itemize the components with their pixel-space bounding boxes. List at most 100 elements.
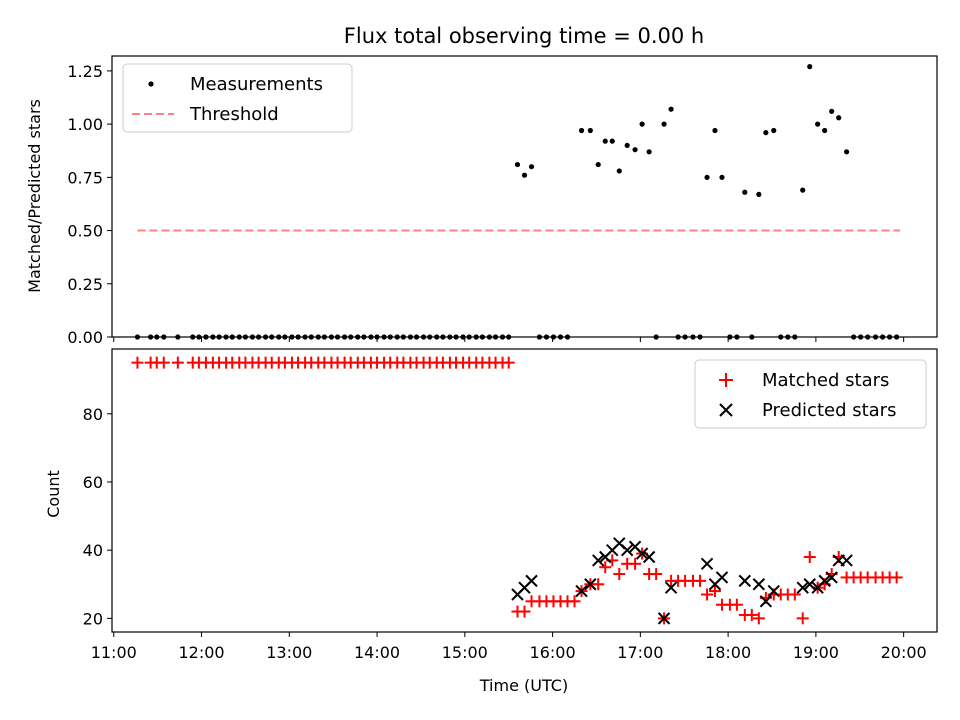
measurement-point <box>844 149 850 155</box>
matched-star-point <box>745 608 758 621</box>
predicted-star-point <box>642 550 656 564</box>
matched-star-point <box>730 598 743 611</box>
matched-star-point <box>650 568 663 581</box>
predicted-star-point <box>759 595 773 608</box>
top-y-tick-label: 0.75 <box>67 168 103 187</box>
measurement-point <box>624 142 630 149</box>
measurement-point <box>616 168 622 174</box>
measurement-point <box>712 127 718 134</box>
measurement-point <box>836 115 842 121</box>
bottom-x-ticks: 11:00 12:00 13:00 14:00 15:00 16:00 17:00 18:00… <box>91 632 927 662</box>
predicted-star-point <box>592 554 605 567</box>
measurement-point <box>800 187 806 193</box>
x-tick-label: 16:00 <box>530 643 576 662</box>
predicted-star-point <box>700 557 714 571</box>
matched-star-point <box>599 561 612 574</box>
matched-star-point <box>629 557 642 570</box>
bottom-legend-box <box>694 359 927 429</box>
predicted-star-point <box>715 571 729 584</box>
legend-matched-label: Matched stars <box>762 370 889 391</box>
top-y-tick-label: 0.00 <box>67 328 103 347</box>
measurement-point <box>719 174 725 180</box>
legend-predicted-marker <box>719 403 733 417</box>
measurement-point <box>756 191 762 197</box>
top-y-tick-label: 0.25 <box>67 275 103 294</box>
measurement-point <box>829 108 835 114</box>
measurement-point <box>587 127 593 134</box>
measurement-point <box>661 121 667 127</box>
matched-star-point <box>502 356 515 369</box>
predicted-star-point <box>657 612 671 625</box>
x-axis-label: Time (UTC) <box>479 676 568 695</box>
measurement-point <box>771 127 777 134</box>
top-legend: Measurements Threshold <box>122 63 353 133</box>
matched-star-point <box>613 568 626 581</box>
bottom-y-ticks: 20 40 60 80 <box>83 405 112 628</box>
top-y-axis-label: Matched/Predicted stars <box>25 99 44 293</box>
matched-star-point <box>131 356 144 369</box>
measurement-point <box>632 147 638 153</box>
x-tick-label: 15:00 <box>442 643 488 662</box>
x-tick-label: 14:00 <box>354 643 400 662</box>
legend-threshold-label: Threshold <box>189 104 279 125</box>
x-tick-label: 13:00 <box>266 643 312 662</box>
bottom-axes-frame <box>111 348 938 633</box>
matched-star-point <box>518 605 531 618</box>
matched-star-point <box>171 356 184 369</box>
chart-title: Flux total observing time = 0.00 h <box>344 24 704 48</box>
matched-star-point <box>752 612 765 625</box>
bottom-legend: Matched stars Predicted stars <box>694 359 927 429</box>
measurement-point <box>595 161 601 168</box>
measurement-point <box>609 138 615 144</box>
x-tick-label: 11:00 <box>91 643 137 662</box>
bottom-y-tick-label: 20 <box>83 609 103 628</box>
measurement-point <box>822 127 828 134</box>
bottom-series-layer <box>131 356 903 625</box>
predicted-star-point <box>664 581 678 594</box>
predicted-star-point <box>825 571 838 584</box>
legend-matched-marker <box>719 373 733 387</box>
top-y-tick-label: 1.00 <box>67 115 103 134</box>
predicted-star-point <box>584 578 597 591</box>
top-axes-frame <box>111 55 938 338</box>
legend-measurements-marker <box>148 81 154 87</box>
measurement-point <box>668 106 674 112</box>
predicted-star-point <box>818 574 831 588</box>
matched-star-point <box>694 574 707 587</box>
x-tick-label: 12:00 <box>178 643 224 662</box>
measurement-point <box>763 130 769 136</box>
predicted-star-point <box>840 554 853 567</box>
predicted-star-point <box>525 574 538 588</box>
legend-predicted-label: Predicted stars <box>762 400 896 421</box>
matched-star-point <box>701 588 714 601</box>
predicted-star-point <box>796 581 809 594</box>
predicted-star-point <box>635 547 649 560</box>
measurement-point <box>704 174 710 180</box>
matched-star-point <box>890 571 903 584</box>
x-tick-label: 17:00 <box>617 643 663 662</box>
predicted-star-point <box>738 574 751 588</box>
matched-star-point <box>788 588 801 601</box>
measurement-point <box>602 138 608 144</box>
matched-star-point <box>708 585 721 598</box>
predicted-star-point <box>803 578 816 591</box>
x-tick-label: 20:00 <box>881 643 927 662</box>
top-panel: Flux total observing time = 0.00 h Match… <box>25 24 938 347</box>
x-tick-label: 19:00 <box>793 643 839 662</box>
matched-star-point <box>796 612 809 625</box>
predicted-star-point <box>620 543 634 557</box>
matched-star-point <box>157 356 170 369</box>
top-y-ticks: 0.00 0.25 0.50 0.75 1.00 1.25 <box>67 62 112 347</box>
top-y-tick-label: 1.25 <box>67 62 103 81</box>
measurement-point <box>521 172 528 178</box>
predicted-star-point <box>575 584 588 598</box>
bottom-panel: Count Time (UTC) 20 40 60 80 11:00 12:00 13:0… <box>44 348 938 695</box>
measurement-point <box>528 164 535 170</box>
measurement-point <box>815 121 821 127</box>
top-y-tick-label: 0.50 <box>67 222 103 241</box>
bottom-y-axis-label: Count <box>44 470 63 518</box>
top-legend-box <box>122 63 353 133</box>
predicted-star-point <box>752 578 766 591</box>
matched-star-point <box>592 578 605 591</box>
